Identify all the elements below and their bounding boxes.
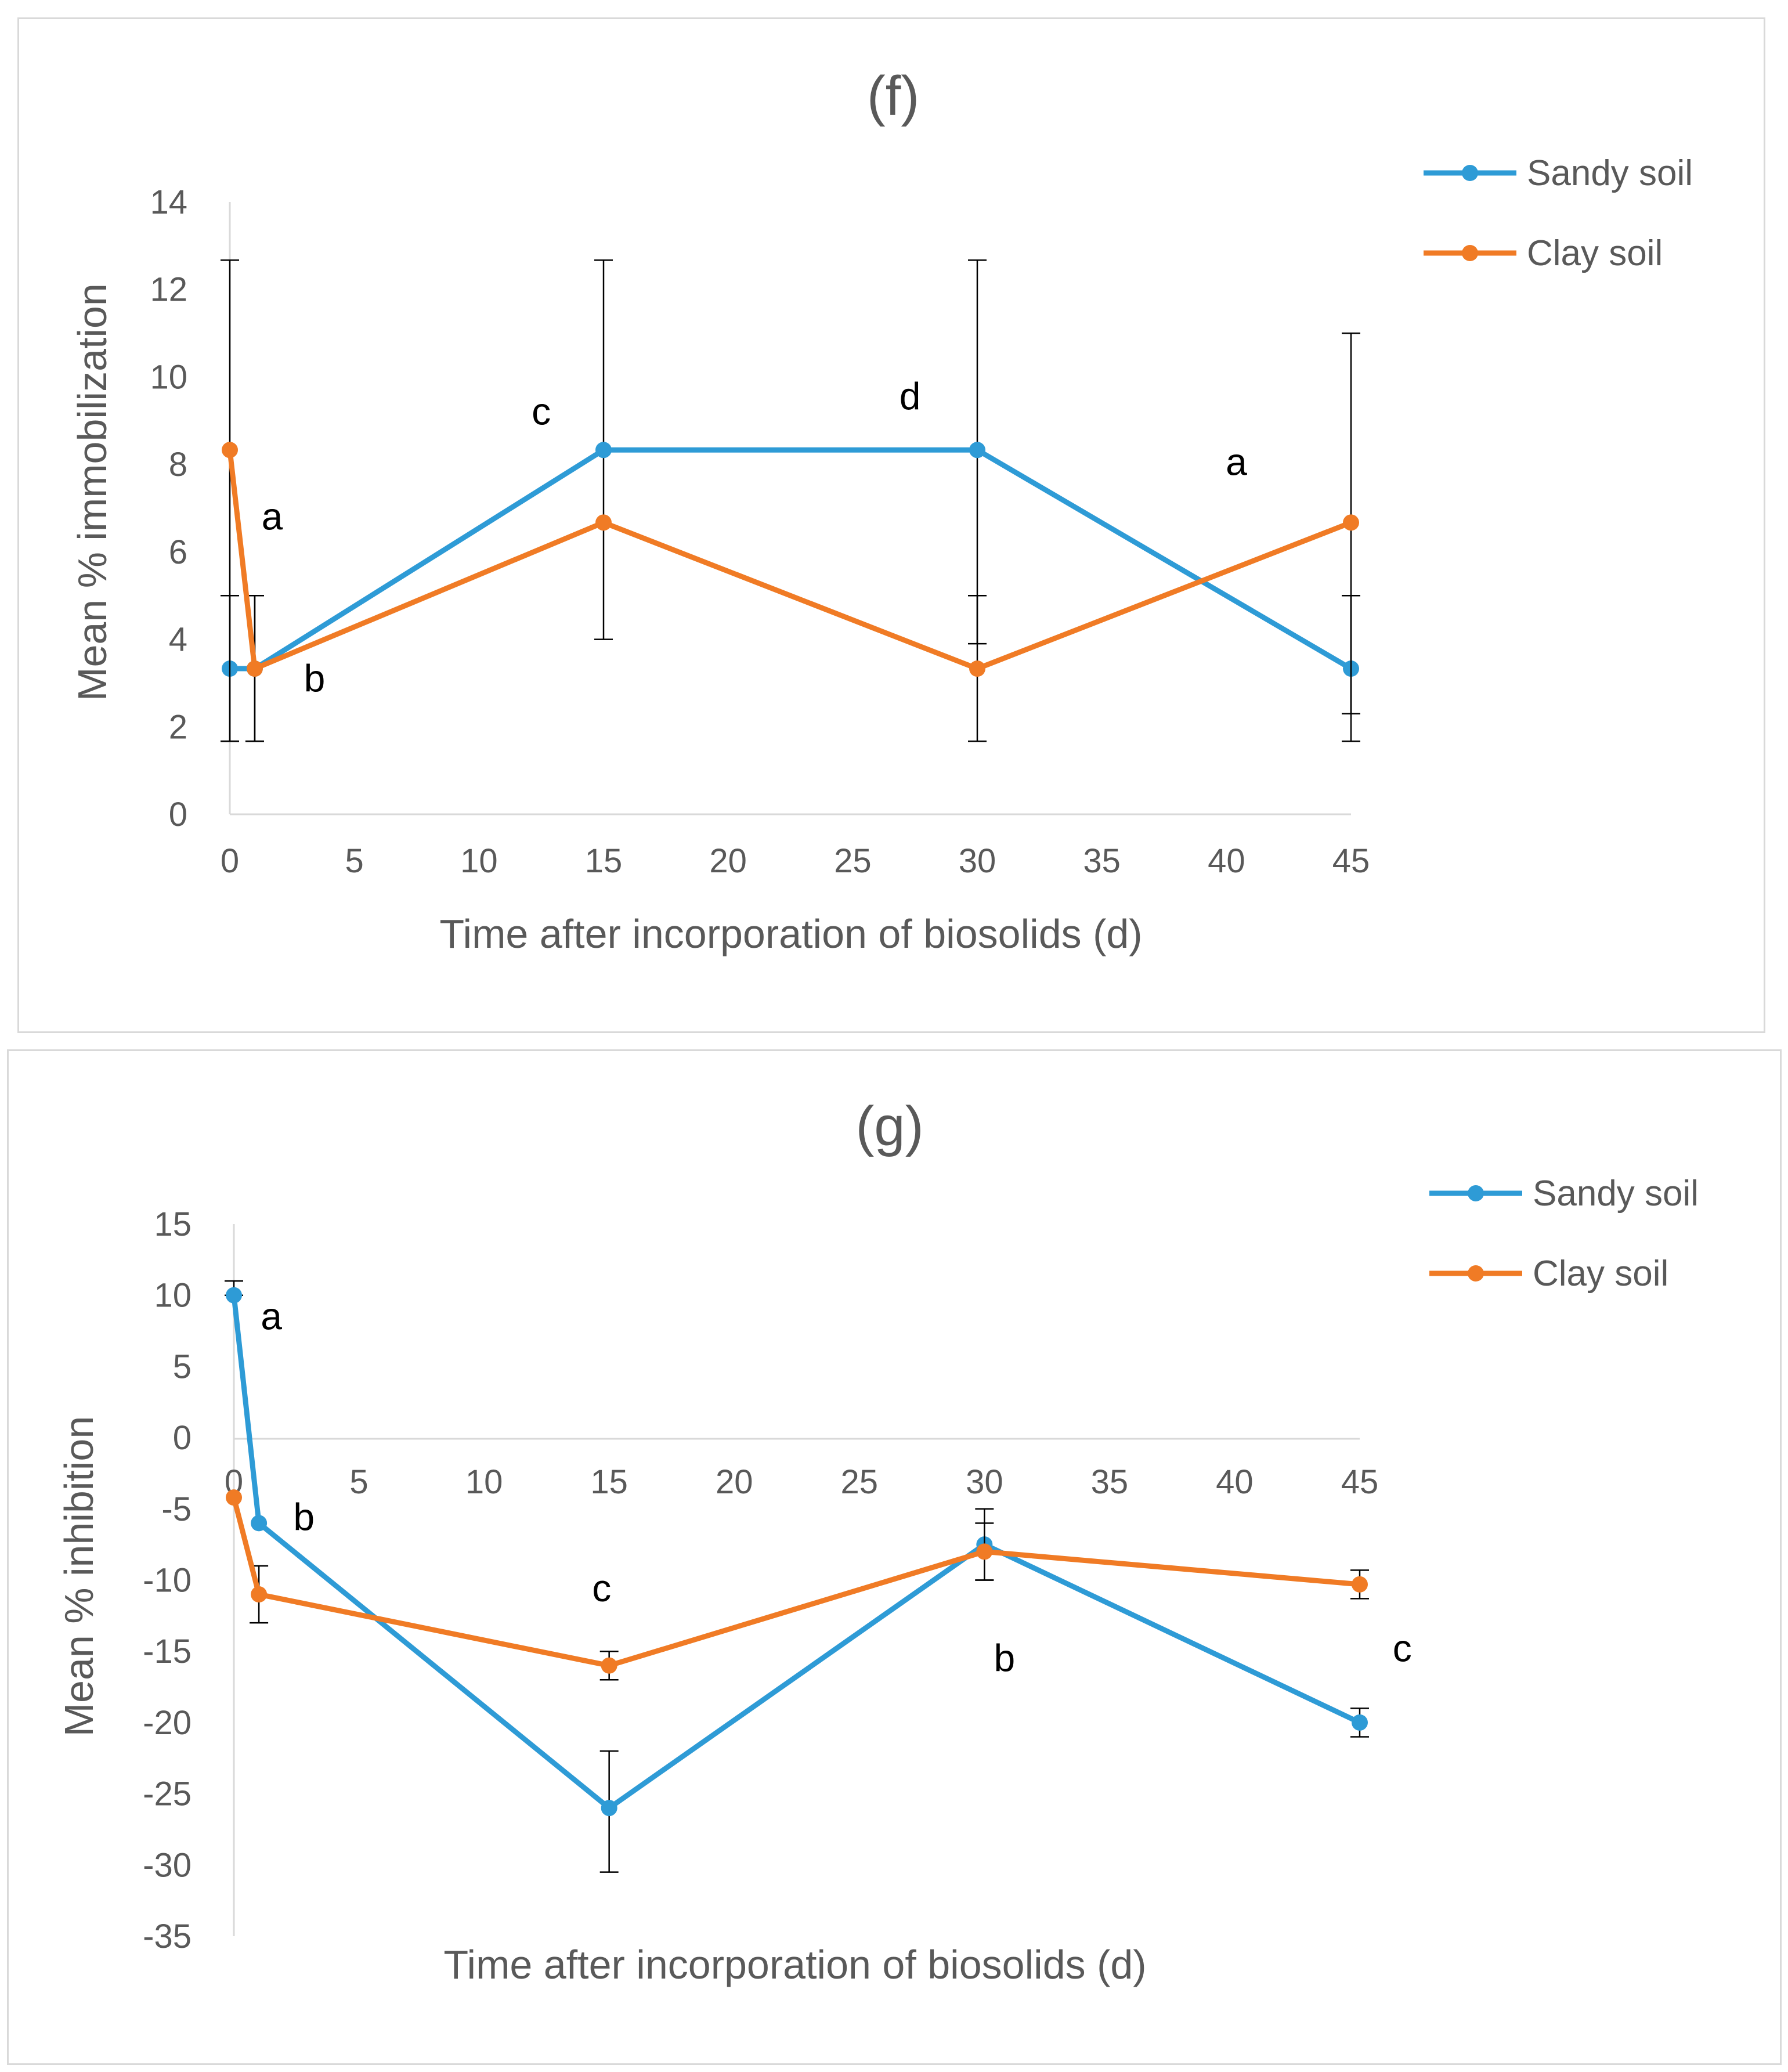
x-tick-label: 30 [959, 842, 996, 880]
data-point-sandy-soil [226, 1287, 242, 1304]
legend-label-sandy-soil: Sandy soil [1533, 1174, 1699, 1214]
series-line-sandy-soil [230, 447, 1353, 672]
x-tick-label: 45 [1341, 1463, 1379, 1501]
x-tick-label: 0 [221, 842, 239, 880]
chart-g: (g) 0 5 10 15 20 25 30 35 40 45 -35 -30 -25 -20 -15 -10 -… [56, 1095, 1699, 1987]
legend-label-clay-soil: Clay soil [1533, 1254, 1668, 1294]
legend-marker-sandy-soil [1462, 165, 1478, 181]
x-tick-label: 35 [1091, 1463, 1129, 1501]
chart-panel-g: (g) 0 5 10 15 20 25 30 35 40 45 -35 -30 -25 -20 -15 -10 -… [7, 1049, 1782, 2065]
data-point-sandy-soil [601, 1800, 617, 1817]
significance-letter: b [293, 1496, 315, 1539]
y-tick-label: 2 [169, 708, 187, 746]
series-line-sandy-soil [231, 1295, 1361, 1811]
x-tick-label: 25 [834, 842, 872, 880]
x-tick-label: 25 [841, 1463, 879, 1501]
data-point-clay-soil [595, 514, 612, 531]
data-point-clay-soil [601, 1657, 617, 1674]
legend-label-sandy-soil: Sandy soil [1527, 153, 1693, 193]
data-point-sandy-soil [251, 1515, 268, 1532]
x-tick-label: 5 [345, 842, 364, 880]
legend: Sandy soil Clay soil [1424, 153, 1693, 273]
significance-letter: d [900, 374, 921, 417]
y-tick-label: 14 [150, 183, 187, 221]
y-tick-label: 0 [169, 796, 187, 833]
x-tick-label: 15 [585, 842, 623, 880]
chart-title: (f) [867, 65, 920, 127]
x-tick-label: 5 [349, 1463, 368, 1501]
chart-f: (f) 0 5 10 15 20 25 30 35 40 45 0 2 4 6 8 10 12 14 Time aft… [70, 65, 1693, 956]
significance-letter: c [532, 390, 551, 433]
chart-panel-f: (f) 0 5 10 15 20 25 30 35 40 45 0 2 4 6 8 10 12 14 Time aft… [17, 17, 1765, 1033]
x-tick-label: 20 [716, 1463, 753, 1501]
x-tick-label: 15 [590, 1463, 628, 1501]
x-tick-label: 40 [1216, 1463, 1254, 1501]
y-tick-label: 6 [169, 533, 187, 571]
y-tick-label: -15 [143, 1633, 192, 1670]
y-tick-label: 8 [169, 446, 187, 483]
series-clay-soil [221, 259, 1360, 742]
x-axis-label: Time after incorporation of biosolids (d… [443, 1942, 1146, 1987]
legend-marker-sandy-soil [1468, 1185, 1484, 1201]
legend: Sandy soil Clay soil [1429, 1174, 1699, 1294]
legend-marker-clay-soil [1468, 1265, 1484, 1282]
data-point-clay-soil [246, 660, 263, 677]
y-tick-label: -10 [143, 1562, 192, 1600]
data-point-clay-soil [969, 660, 985, 677]
y-tick-label: -5 [161, 1490, 192, 1528]
y-tick-label: -20 [143, 1704, 192, 1742]
significance-letter: a [1226, 440, 1247, 483]
data-point-sandy-soil [969, 442, 985, 459]
x-tick-label: 45 [1332, 842, 1370, 880]
x-tick-label: 10 [465, 1463, 503, 1501]
data-point-clay-soil [976, 1543, 993, 1560]
y-tick-label: 4 [169, 621, 187, 659]
data-point-clay-soil [1343, 514, 1359, 531]
y-axis-label: Mean % immobilization [70, 283, 115, 701]
y-tick-label: 10 [150, 358, 187, 396]
legend-label-clay-soil: Clay soil [1527, 233, 1663, 273]
x-tick-label: 40 [1208, 842, 1245, 880]
significance-letter: a [261, 1295, 282, 1338]
legend-marker-clay-soil [1462, 245, 1478, 261]
data-point-clay-soil [222, 442, 238, 459]
data-point-clay-soil [226, 1489, 242, 1506]
significance-letter: b [304, 656, 326, 699]
data-point-clay-soil [251, 1586, 268, 1603]
y-tick-label: 0 [173, 1419, 192, 1457]
y-tick-label: -35 [143, 1918, 192, 1955]
x-tick-label: 10 [460, 842, 498, 880]
series-line-clay-soil [227, 449, 1352, 672]
significance-letter: c [592, 1566, 611, 1609]
y-axis-label: Mean % inhibition [56, 1416, 102, 1737]
y-tick-label: -25 [143, 1775, 192, 1813]
y-tick-label: 10 [154, 1277, 192, 1315]
y-tick-label: -30 [143, 1846, 192, 1884]
x-tick-label: 20 [709, 842, 747, 880]
x-tick-label: 35 [1083, 842, 1121, 880]
y-tick-label: 5 [173, 1348, 192, 1385]
significance-letter: c [1393, 1626, 1412, 1669]
data-point-sandy-soil [1352, 1714, 1368, 1731]
y-tick-label: 12 [150, 271, 187, 309]
series-clay-soil [226, 1489, 1369, 1681]
significance-letter: b [994, 1636, 1015, 1679]
data-point-sandy-soil [595, 442, 612, 459]
significance-letter: a [262, 495, 283, 538]
data-point-clay-soil [1352, 1576, 1368, 1593]
y-tick-label: 15 [154, 1205, 192, 1243]
x-tick-label: 30 [966, 1463, 1003, 1501]
series-sandy-soil [225, 1280, 1369, 1873]
series-sandy-soil [221, 259, 1360, 742]
chart-title: (g) [855, 1095, 923, 1157]
x-axis-label: Time after incorporation of biosolids (d… [439, 911, 1142, 956]
